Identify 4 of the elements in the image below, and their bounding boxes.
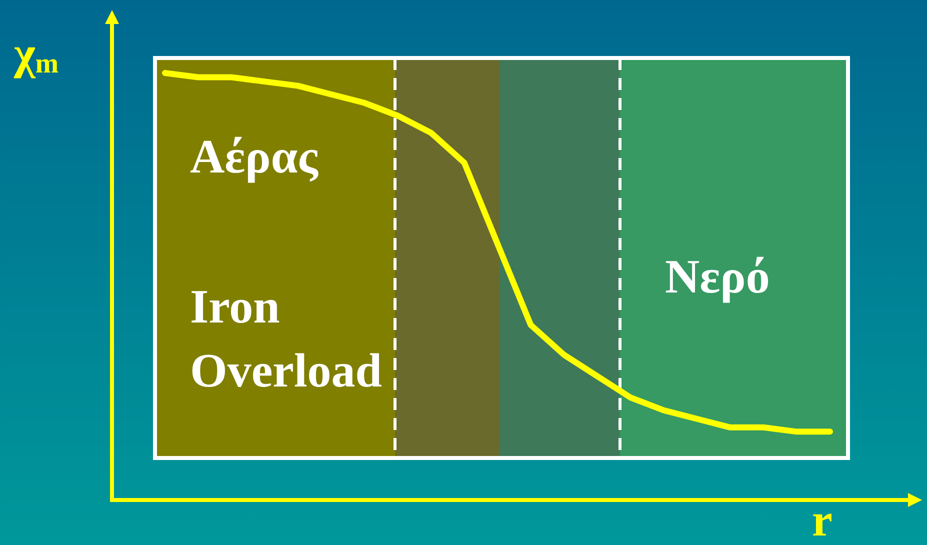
annotation: Αέρας xyxy=(190,130,319,184)
annotation: Νερό xyxy=(665,250,770,304)
x-axis-title: r xyxy=(812,494,832,545)
annotation: Iron Overload xyxy=(190,280,382,398)
